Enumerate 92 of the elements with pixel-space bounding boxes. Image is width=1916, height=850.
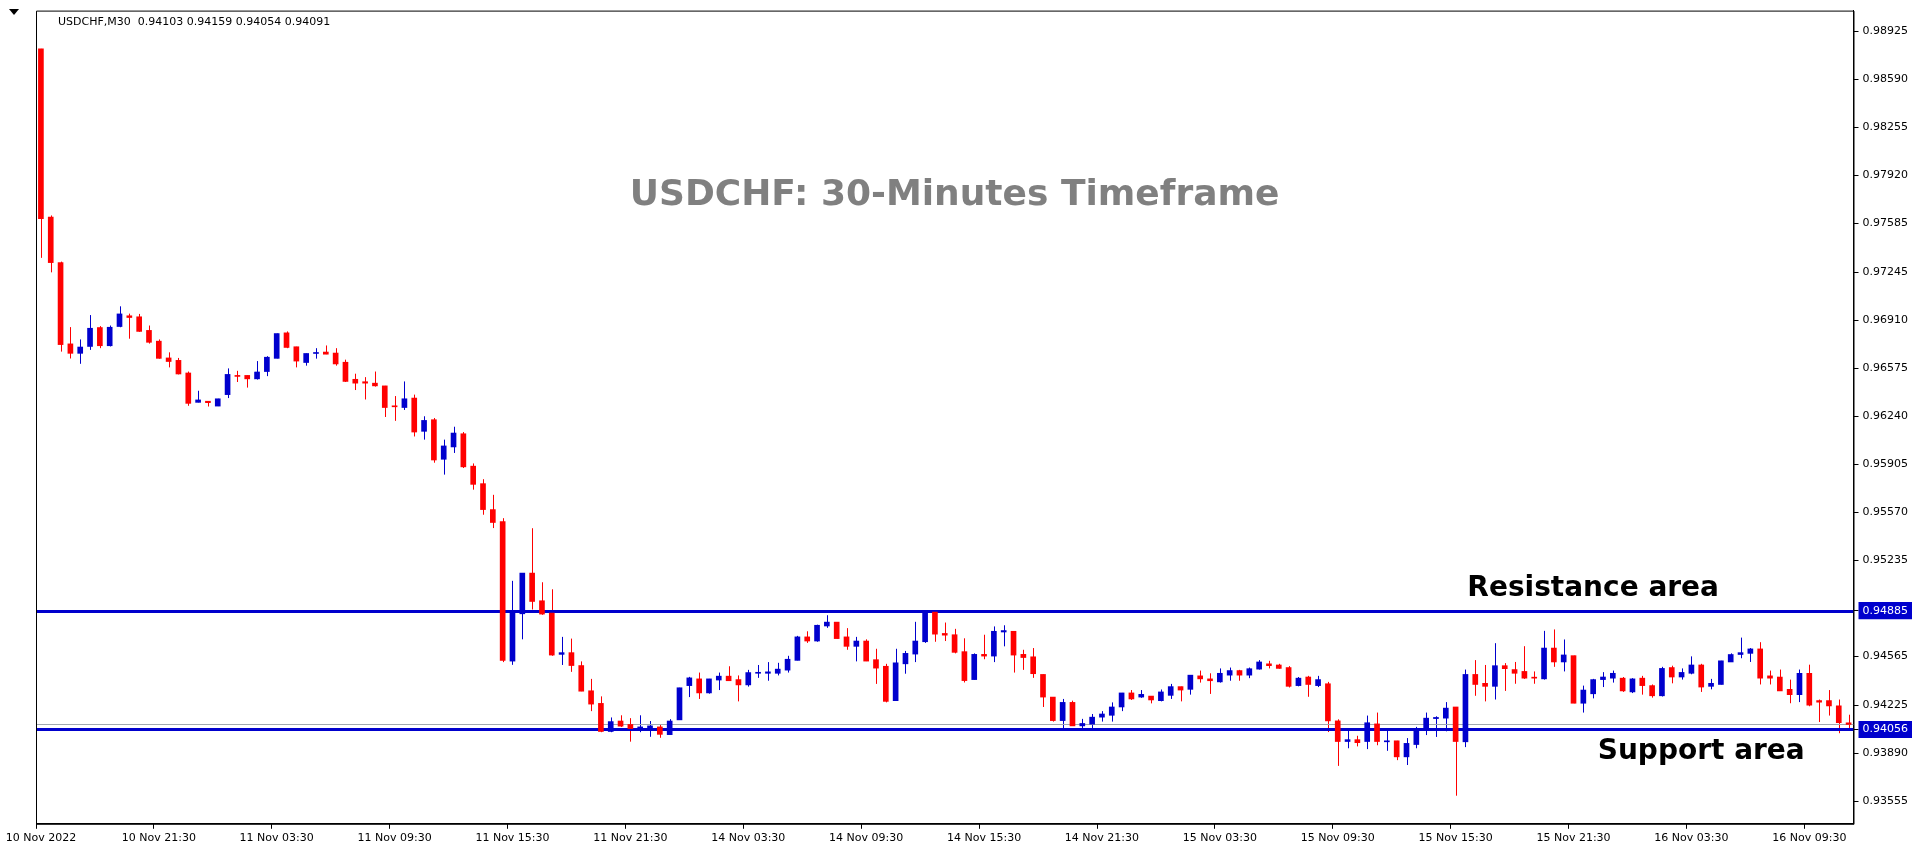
y-tick-label: 0.96240	[1862, 409, 1909, 423]
candlestick	[1030, 647, 1037, 679]
candlestick	[1040, 673, 1046, 708]
x-tick-label: 16 Nov 09:30	[1772, 831, 1847, 845]
x-tick-label: 14 Nov 21:30	[1064, 831, 1140, 845]
candlestick	[1334, 718, 1341, 767]
candlestick	[765, 661, 771, 682]
candlestick	[1305, 675, 1312, 698]
y-tick-label: 0.97585	[1862, 216, 1909, 230]
candlestick	[490, 494, 496, 529]
candlestick	[1551, 628, 1557, 668]
y-tick-label: 0.97920	[1862, 168, 1909, 182]
candlestick	[155, 338, 162, 360]
x-tick-label: 15 Nov 09:30	[1300, 831, 1375, 845]
candlestick	[391, 395, 398, 422]
candlestick	[1560, 638, 1567, 672]
candlestick	[686, 676, 693, 698]
candlestick	[1501, 662, 1508, 692]
y-tick-label: 0.95235	[1862, 553, 1909, 567]
candlestick	[1698, 663, 1705, 693]
candlestick	[1492, 642, 1498, 701]
candlestick	[1020, 649, 1027, 671]
candlestick	[126, 313, 133, 340]
candlestick	[1393, 740, 1400, 761]
candlestick	[588, 678, 594, 712]
x-tick-label: 10 Nov 21:30	[121, 831, 196, 845]
y-tick-label: 0.97245	[1862, 265, 1909, 279]
candlestick	[1374, 712, 1380, 746]
candlestick	[381, 385, 388, 418]
y-tick-label: 0.94225	[1862, 698, 1909, 712]
candlestick	[77, 338, 84, 365]
candlestick	[1737, 637, 1744, 659]
candlestick	[951, 628, 958, 654]
y-tick-label: 0.98925	[1862, 24, 1909, 38]
y-tick-label: 0.94885	[1862, 603, 1909, 617]
text: USDCHF: 30-Minutes Timeframe	[629, 171, 1280, 213]
y-tick-label: 0.94056	[1862, 722, 1909, 736]
ref-line-label: Resistance area	[1467, 569, 1719, 603]
x-tick-label: 15 Nov 21:30	[1536, 831, 1611, 845]
candlestick	[558, 636, 565, 666]
candlestick	[87, 314, 93, 351]
candlestick	[1000, 624, 1007, 647]
y-tick-label: 0.93890	[1862, 746, 1909, 760]
candlestick	[873, 648, 879, 685]
candlestick	[264, 355, 270, 377]
candlestick	[1826, 689, 1832, 717]
candlestick	[1108, 701, 1115, 723]
candlestick	[1511, 661, 1518, 685]
candlestick	[401, 380, 408, 411]
candlestick	[912, 621, 919, 663]
candlestick	[539, 581, 545, 616]
x-tick-label: 11 Nov 15:30	[475, 831, 550, 845]
candlestick	[313, 347, 319, 360]
text: USDCHF,M30 0.94103 0.94159 0.94054 0.94091	[58, 15, 331, 29]
y-tick-label: 0.94565	[1862, 649, 1909, 663]
y-tick-label: 0.98590	[1862, 72, 1909, 86]
x-tick-label: 16 Nov 03:30	[1654, 831, 1729, 845]
candlestick	[696, 672, 702, 700]
y-tick-label: 0.96910	[1862, 313, 1909, 327]
x-tick-label: 10 Nov 2022	[5, 831, 77, 845]
candlestick	[1835, 699, 1842, 734]
candlestick	[941, 622, 948, 642]
candlestick	[932, 610, 938, 643]
x-tick-label: 14 Nov 09:30	[829, 831, 904, 845]
y-tick-label: 0.96575	[1862, 361, 1909, 375]
candlestick	[421, 415, 427, 441]
candlestick	[440, 439, 447, 476]
x-tick-label: 11 Nov 09:30	[357, 831, 432, 845]
x-tick-label: 11 Nov 03:30	[239, 831, 314, 845]
x-tick-label: 14 Nov 15:30	[946, 831, 1022, 845]
candlestick	[1777, 669, 1783, 692]
x-tick-label: 15 Nov 15:30	[1418, 831, 1493, 845]
ref-line-label: Support area	[1597, 732, 1805, 766]
x-tick-label: 15 Nov 03:30	[1182, 831, 1257, 845]
candlestick	[146, 325, 152, 345]
candlestick	[981, 634, 987, 660]
candlestick	[1482, 664, 1488, 702]
candlestick	[568, 638, 575, 673]
candlestick	[470, 462, 477, 491]
candlestick	[362, 376, 368, 400]
y-tick-label: 0.93555	[1862, 794, 1909, 808]
y-tick-label: 0.95570	[1862, 505, 1909, 519]
x-tick-label: 14 Nov 03:30	[711, 831, 786, 845]
candlestick	[254, 360, 260, 381]
candlestick	[627, 717, 634, 743]
y-tick-label: 0.98255	[1862, 120, 1909, 134]
candlestick	[1639, 675, 1646, 696]
y-tick-label: 0.95905	[1862, 457, 1909, 471]
candlestick	[1580, 685, 1587, 714]
candlestick	[97, 325, 103, 349]
x-tick-label: 11 Nov 21:30	[593, 831, 668, 845]
candlestick	[1472, 659, 1479, 697]
